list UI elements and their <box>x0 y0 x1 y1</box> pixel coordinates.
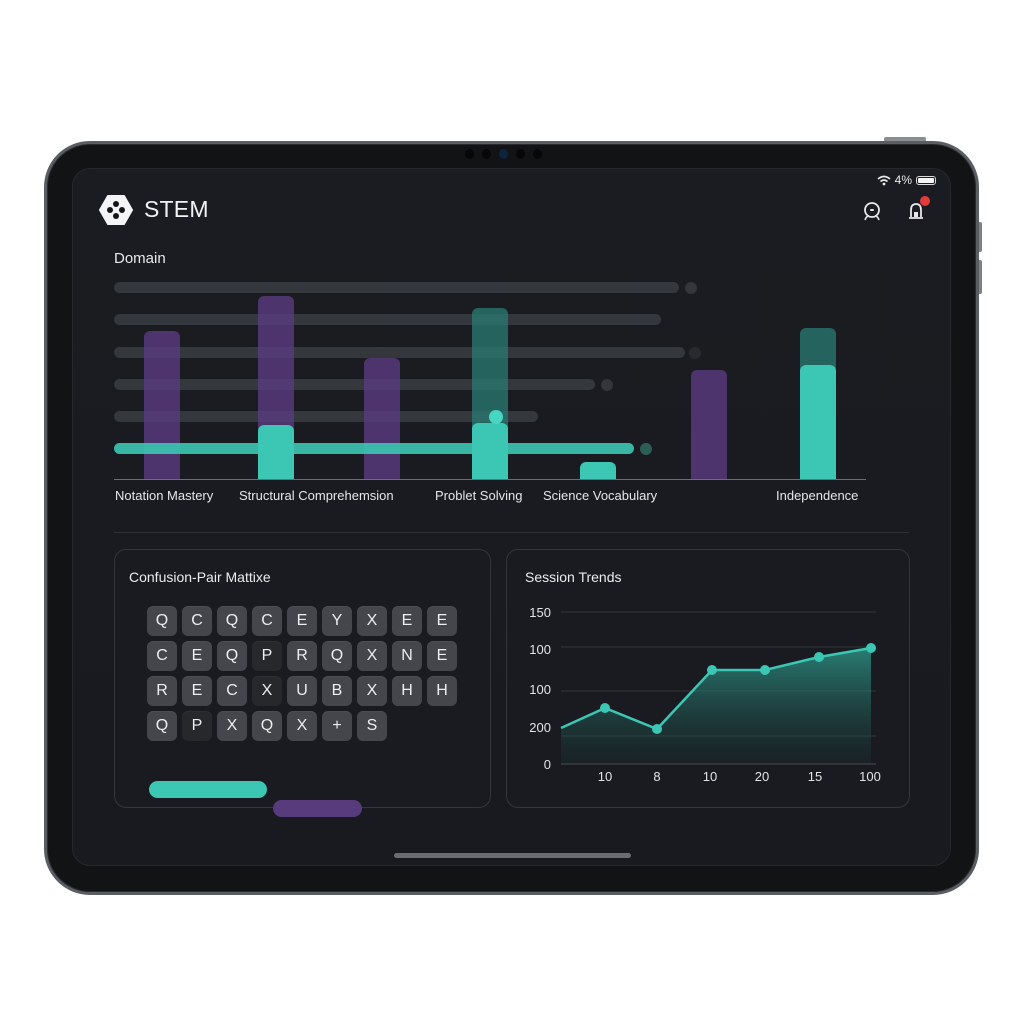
battery-icon <box>916 175 936 185</box>
matrix-cell[interactable]: X <box>287 711 317 741</box>
matrix-cell[interactable]: C <box>252 606 282 636</box>
matrix-cell[interactable]: H <box>392 676 422 706</box>
section-divider <box>114 532 909 533</box>
matrix-cell[interactable]: H <box>427 676 457 706</box>
matrix-cell[interactable]: X <box>252 676 282 706</box>
y-tick: 200 <box>529 720 551 735</box>
x-tick: 8 <box>653 769 661 784</box>
matrix-cell[interactable]: B <box>322 676 352 706</box>
confusion-matrix-title: Confusion-Pair Mattixe <box>129 569 271 585</box>
matrix-cell[interactable]: N <box>392 641 422 671</box>
xlabel-science-vocabulary: Science Vocabulary <box>543 488 658 503</box>
matrix-cell[interactable]: Q <box>217 641 247 671</box>
matrix-cell[interactable]: X <box>357 606 387 636</box>
matrix-cell[interactable]: E <box>182 641 212 671</box>
xlabel-structural-comprehension: Structural Comprehemsion <box>239 488 394 503</box>
progress-endpoint <box>689 347 701 359</box>
matrix-cell[interactable]: Q <box>147 606 177 636</box>
progress-endpoint <box>685 282 697 294</box>
marker-dot <box>489 410 503 424</box>
volume-down-button <box>978 260 982 294</box>
session-trends-title: Session Trends <box>525 569 622 585</box>
x-tick: 10 <box>702 769 718 784</box>
matrix-cell[interactable]: C <box>147 641 177 671</box>
matrix-cell[interactable]: R <box>147 676 177 706</box>
robot-assistant-icon <box>864 202 880 221</box>
matrix-cell[interactable]: E <box>287 606 317 636</box>
matrix-cell[interactable]: X <box>357 641 387 671</box>
progress-track <box>114 411 538 422</box>
confusion-matrix-card: Confusion-Pair Mattixe Q C Q C E Y X E E… <box>114 549 491 808</box>
bar-purple-5[interactable] <box>691 370 727 479</box>
matrix-cell[interactable]: S <box>357 711 387 741</box>
app-title: STEM <box>144 196 209 222</box>
app-screen: 4% STEM Domain Notation Mastery Structur… <box>72 168 951 866</box>
matrix-cell[interactable]: Q <box>252 711 282 741</box>
progress-endpoint <box>601 379 613 391</box>
camera-array <box>465 149 542 159</box>
y-tick: 100 <box>529 682 551 697</box>
xlabel-independence: Independence <box>776 488 859 503</box>
progress-track <box>114 379 595 390</box>
notifications-button[interactable] <box>904 196 930 223</box>
x-tick: 10 <box>597 769 613 784</box>
y-tick: 100 <box>529 642 551 657</box>
matrix-cell[interactable]: + <box>322 711 352 741</box>
bar-science-vocabulary[interactable] <box>580 462 616 479</box>
matrix-cell-selected[interactable]: P <box>252 641 282 671</box>
matrix-cell[interactable]: R <box>287 641 317 671</box>
notification-badge <box>920 196 930 206</box>
matrix-cell[interactable]: C <box>182 606 212 636</box>
xlabel-problem-solving: Problet Solving <box>435 488 523 503</box>
battery-percent: 4% <box>894 173 912 187</box>
assistant-button[interactable] <box>860 199 884 223</box>
bar-independence[interactable] <box>800 365 836 479</box>
y-tick: 150 <box>529 605 551 620</box>
matrix-cell[interactable]: U <box>287 676 317 706</box>
matrix-cell[interactable]: E <box>392 606 422 636</box>
progress-track-active <box>114 443 634 454</box>
matrix-cell[interactable]: P <box>182 711 212 741</box>
x-axis <box>114 479 866 480</box>
progress-track <box>114 347 685 358</box>
bar-notation-mastery[interactable] <box>144 331 180 479</box>
progress-track <box>114 314 661 325</box>
matrix-cell[interactable]: Q <box>147 711 177 741</box>
x-tick: 15 <box>807 769 823 784</box>
x-tick: 20 <box>754 769 770 784</box>
section-label-domain: Domain <box>114 250 166 267</box>
home-indicator[interactable] <box>394 853 631 858</box>
progress-endpoint <box>640 443 652 455</box>
session-trends-card: Session Trends 150 100 100 200 0 10 8 10… <box>506 549 910 808</box>
status-bar: 4% <box>877 173 936 187</box>
confusion-matrix-grid: Q C Q C E Y X E E C E Q P R Q X N E R E … <box>147 606 457 741</box>
purple-legend-pill[interactable] <box>273 800 362 817</box>
wifi-icon <box>877 175 891 185</box>
session-trends-chart <box>560 611 876 765</box>
bell-icon <box>909 203 923 219</box>
teal-legend-pill[interactable] <box>149 781 267 798</box>
matrix-cell[interactable]: C <box>217 676 247 706</box>
progress-track <box>114 282 679 293</box>
matrix-cell[interactable]: E <box>182 676 212 706</box>
bar-purple-3[interactable] <box>364 358 400 479</box>
x-tick: 100 <box>859 769 881 784</box>
matrix-cell[interactable]: Q <box>322 641 352 671</box>
xlabel-notation-mastery: Notation Mastery <box>115 488 214 503</box>
matrix-cell[interactable]: E <box>427 606 457 636</box>
matrix-cell[interactable]: E <box>427 641 457 671</box>
matrix-cell[interactable]: Q <box>217 606 247 636</box>
power-button <box>884 137 926 142</box>
matrix-cell[interactable]: Y <box>322 606 352 636</box>
y-tick: 0 <box>543 757 551 772</box>
volume-up-button <box>978 222 982 252</box>
matrix-cell[interactable]: X <box>357 676 387 706</box>
hexagon-dots-logo-icon <box>99 195 133 225</box>
matrix-cell[interactable]: X <box>217 711 247 741</box>
